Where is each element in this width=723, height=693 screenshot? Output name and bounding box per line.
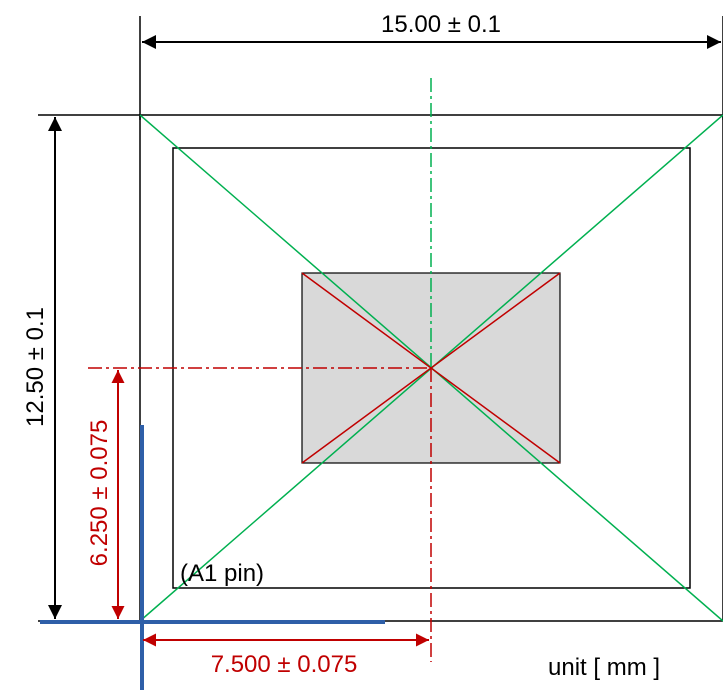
height-dimension-label: 12.50 ± 0.1 xyxy=(22,307,49,427)
a1-pin-label: (A1 pin) xyxy=(180,560,264,587)
width-dimension-label: 15.00 ± 0.1 xyxy=(381,11,501,38)
center-x-dimension-label: 7.500 ± 0.075 xyxy=(211,651,358,678)
center-y-dimension-label: 6.250 ± 0.075 xyxy=(86,420,113,567)
unit-label: unit [ mm ] xyxy=(548,654,660,681)
